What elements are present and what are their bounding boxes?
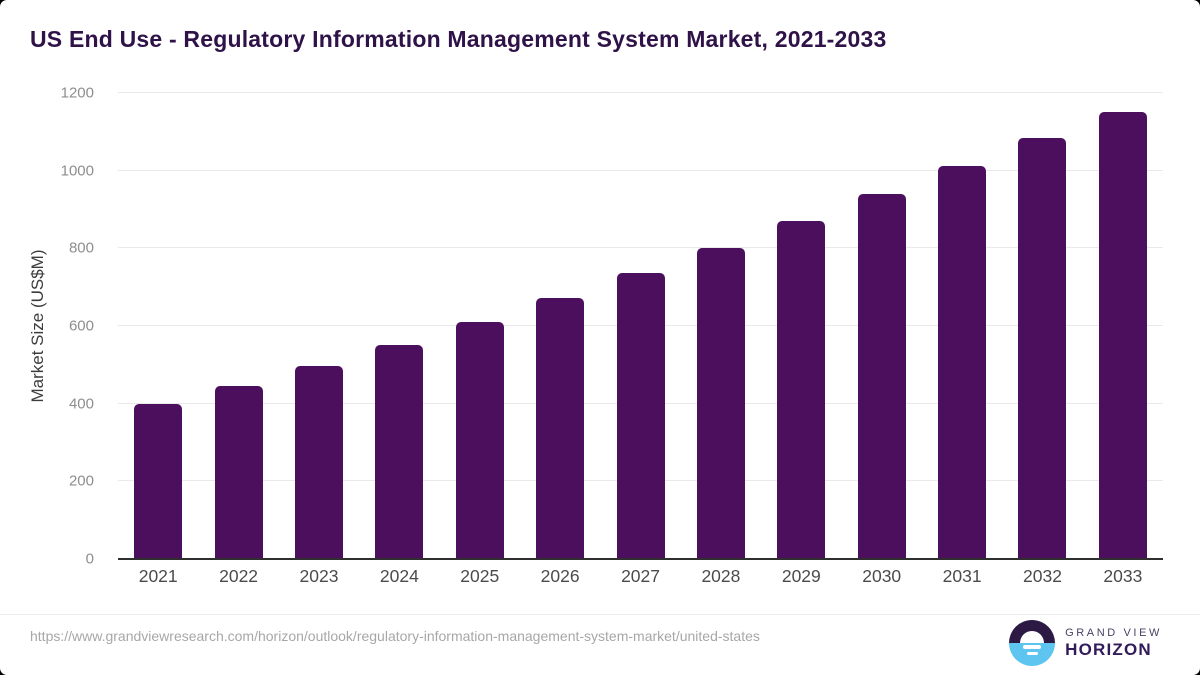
source-url: https://www.grandviewresearch.com/horizo… xyxy=(30,628,760,644)
bar-slot xyxy=(761,93,841,559)
bar-slot xyxy=(279,93,359,559)
y-axis-ticks: 0 200 400 600 800 1000 1200 xyxy=(0,85,106,568)
bar-2031 xyxy=(938,166,987,559)
gridline xyxy=(118,247,1163,249)
x-tick-label: 2024 xyxy=(379,566,419,586)
footer-divider xyxy=(0,614,1200,615)
x-tick-label: 2030 xyxy=(862,566,902,586)
bar-slot xyxy=(440,93,520,559)
x-tick-label: 2022 xyxy=(219,566,259,586)
bar-slot xyxy=(198,93,278,559)
horizon-sun-icon xyxy=(1009,620,1056,666)
logo-brand-name: GRAND VIEW xyxy=(1065,626,1162,639)
grand-view-horizon-logo: GRAND VIEW HORIZON xyxy=(1009,620,1162,666)
bar-slot xyxy=(681,93,761,559)
bar-slot xyxy=(520,93,600,559)
bar-slot xyxy=(1083,93,1163,559)
logo-text: GRAND VIEW HORIZON xyxy=(1065,627,1162,659)
bar-2026 xyxy=(536,298,585,559)
x-tick-label: 2021 xyxy=(138,566,178,586)
gridline xyxy=(118,169,1163,171)
sun-reflection-line xyxy=(1026,652,1038,655)
bar-2023 xyxy=(294,366,343,559)
y-tick-label: 200 xyxy=(68,472,94,490)
y-tick-label: 400 xyxy=(68,395,94,413)
x-tick-label: 2033 xyxy=(1103,566,1143,586)
sun-shape xyxy=(1020,631,1045,643)
bar-slot xyxy=(118,93,198,559)
y-tick-label: 800 xyxy=(68,239,94,257)
y-tick-label: 1200 xyxy=(60,84,94,102)
x-axis-line xyxy=(118,558,1163,560)
bar-slot xyxy=(600,93,680,559)
bar-slot xyxy=(359,93,439,559)
bar-2032 xyxy=(1018,138,1067,559)
x-tick-label: 2032 xyxy=(1023,566,1062,586)
x-tick-label: 2023 xyxy=(299,566,339,586)
x-tick-label: 2027 xyxy=(621,566,660,586)
bar-2025 xyxy=(455,321,504,559)
chart-title: US End Use - Regulatory Information Mana… xyxy=(30,26,887,52)
y-tick-label: 1000 xyxy=(60,162,94,180)
bar-2028 xyxy=(696,247,745,559)
x-tick-label: 2028 xyxy=(701,566,741,586)
gridline xyxy=(118,92,1163,93)
bar-2027 xyxy=(616,272,665,559)
sun-reflection-line xyxy=(1023,645,1042,649)
x-tick-label: 2025 xyxy=(460,566,500,586)
x-tick-label: 2029 xyxy=(781,566,821,586)
bar-2021 xyxy=(134,404,183,559)
x-axis-labels: 2021 2022 2023 2024 2025 2026 2027 2028 2029 2030… xyxy=(118,566,1163,594)
bar-2029 xyxy=(777,220,826,559)
bar-2024 xyxy=(375,345,424,559)
logo-product-name: HORIZON xyxy=(1065,639,1152,659)
bar-2022 xyxy=(214,386,263,559)
x-tick-label: 2026 xyxy=(540,566,580,586)
y-tick-label: 0 xyxy=(85,550,94,568)
bar-slot xyxy=(842,93,922,559)
bar-slot xyxy=(922,93,1002,559)
bar-series xyxy=(118,93,1163,559)
bar-2030 xyxy=(857,193,906,559)
plot-area xyxy=(118,92,1163,560)
x-tick-label: 2031 xyxy=(942,566,982,586)
bar-slot xyxy=(1002,93,1082,559)
bar-2033 xyxy=(1098,111,1147,559)
y-tick-label: 600 xyxy=(68,317,94,335)
